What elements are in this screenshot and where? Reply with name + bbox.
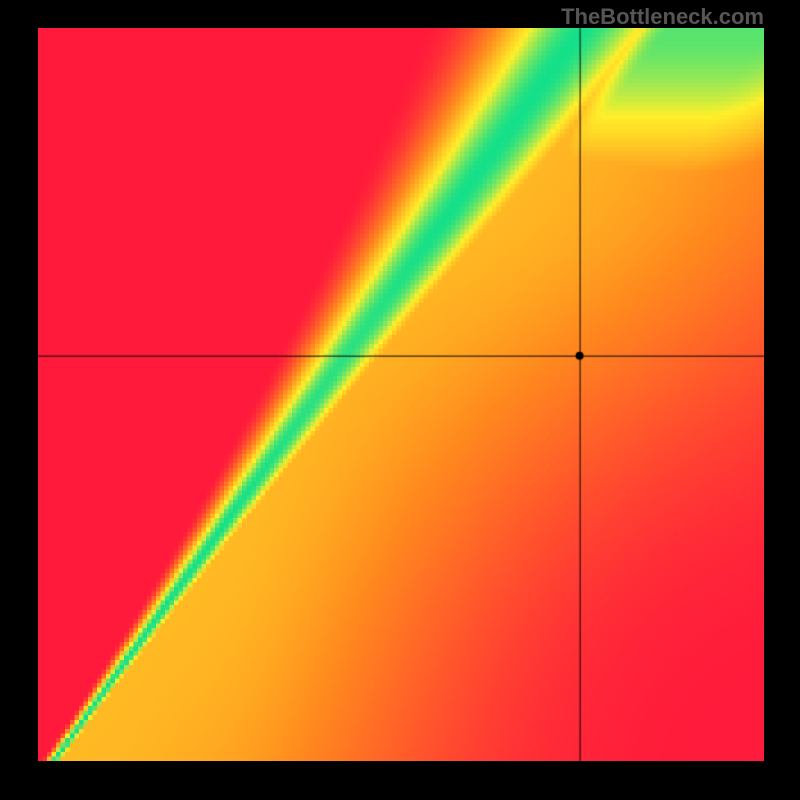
overlay-canvas	[0, 0, 800, 800]
watermark-text: TheBottleneck.com	[561, 4, 764, 30]
chart-container: TheBottleneck.com	[0, 0, 800, 800]
